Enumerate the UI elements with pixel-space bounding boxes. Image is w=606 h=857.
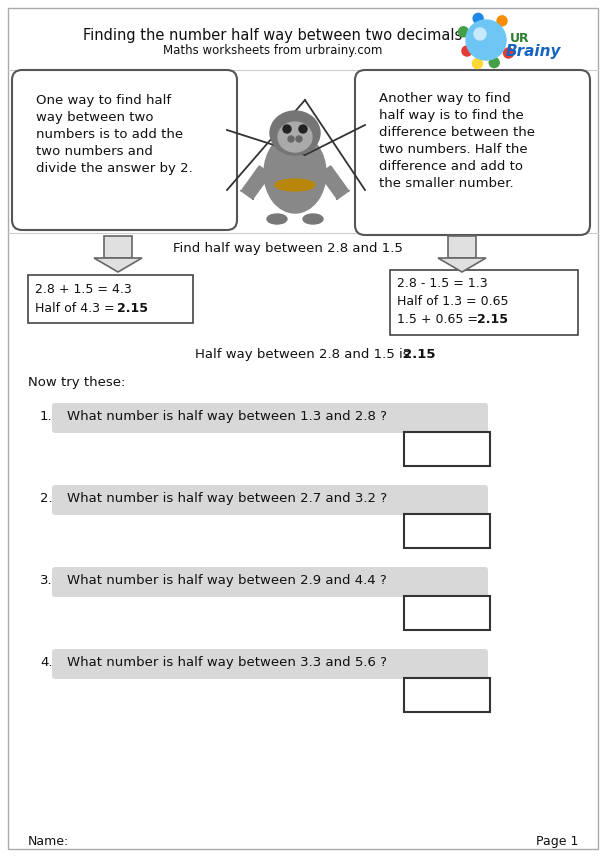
FancyBboxPatch shape [12,70,237,230]
Circle shape [299,125,307,133]
Ellipse shape [303,214,323,224]
Text: Half of 1.3 = 0.65: Half of 1.3 = 0.65 [397,295,508,308]
FancyBboxPatch shape [404,514,490,548]
Text: Half of 4.3 =: Half of 4.3 = [35,302,119,315]
Text: 4.: 4. [40,656,53,669]
Text: What number is half way between 2.7 and 3.2 ?: What number is half way between 2.7 and … [67,492,387,505]
Circle shape [288,136,294,142]
FancyBboxPatch shape [355,70,590,235]
FancyBboxPatch shape [52,485,488,515]
Polygon shape [94,258,142,272]
FancyBboxPatch shape [404,596,490,630]
Text: 1.: 1. [40,410,53,423]
FancyBboxPatch shape [390,270,578,335]
Text: Another way to find
half way is to find the
difference between the
two numbers. : Another way to find half way is to find … [379,92,535,190]
Polygon shape [448,236,476,258]
Text: 2.15: 2.15 [403,348,436,361]
Text: 2.8 + 1.5 = 4.3: 2.8 + 1.5 = 4.3 [35,283,132,296]
FancyBboxPatch shape [8,8,598,849]
Text: UR: UR [510,32,530,45]
Ellipse shape [267,214,287,224]
Text: Half way between 2.8 and 1.5 is: Half way between 2.8 and 1.5 is [195,348,414,361]
Circle shape [497,15,507,26]
Text: What number is half way between 2.9 and 4.4 ?: What number is half way between 2.9 and … [67,574,387,587]
Circle shape [473,14,483,23]
Circle shape [474,28,486,40]
Text: One way to find half
way between two
numbers is to add the
two numbers and
divid: One way to find half way between two num… [36,94,193,175]
Text: Finding the number half way between two decimals: Finding the number half way between two … [84,28,462,43]
Circle shape [473,58,482,69]
FancyBboxPatch shape [52,403,488,433]
Circle shape [283,125,291,133]
Text: What number is half way between 1.3 and 2.8 ?: What number is half way between 1.3 and … [67,410,387,423]
Text: 2.15: 2.15 [477,313,508,326]
Text: Brainy: Brainy [506,44,562,59]
Ellipse shape [278,122,312,152]
Circle shape [466,20,506,60]
Circle shape [459,27,468,37]
FancyBboxPatch shape [404,678,490,712]
FancyArrow shape [319,166,350,200]
Circle shape [504,48,513,58]
Text: Now try these:: Now try these: [28,376,125,389]
Ellipse shape [275,179,315,191]
FancyBboxPatch shape [404,432,490,466]
FancyBboxPatch shape [52,649,488,679]
Ellipse shape [270,111,320,155]
Text: Find half way between 2.8 and 1.5: Find half way between 2.8 and 1.5 [173,242,403,255]
Polygon shape [438,258,486,272]
Text: Page 1: Page 1 [536,835,578,848]
Circle shape [489,57,499,68]
Circle shape [462,46,472,56]
Text: 3.: 3. [40,574,53,587]
Circle shape [296,136,302,142]
Text: 2.15: 2.15 [117,302,148,315]
FancyArrow shape [241,166,271,200]
Text: 1.5 + 0.65 =: 1.5 + 0.65 = [397,313,482,326]
Text: 2.: 2. [40,492,53,505]
Text: What number is half way between 3.3 and 5.6 ?: What number is half way between 3.3 and … [67,656,387,669]
FancyBboxPatch shape [52,567,488,597]
FancyBboxPatch shape [28,275,193,323]
Ellipse shape [264,133,326,213]
Text: 2.8 - 1.5 = 1.3: 2.8 - 1.5 = 1.3 [397,277,488,290]
Text: Name:: Name: [28,835,69,848]
Text: Maths worksheets from urbrainy.com: Maths worksheets from urbrainy.com [163,44,382,57]
Polygon shape [104,236,132,258]
